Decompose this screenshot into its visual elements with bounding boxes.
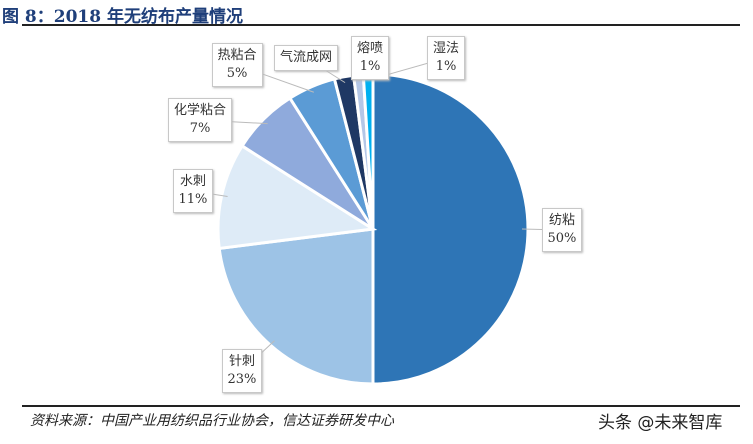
data-label-name: 熔喷	[357, 41, 384, 56]
data-label-5: 气流成网	[274, 45, 339, 71]
data-label-name: 化学粘合	[174, 103, 227, 118]
data-label-7: 湿法 1%	[427, 36, 466, 80]
data-label-value: 11%	[178, 192, 208, 207]
pie-slice-1	[217, 227, 375, 386]
bottom-rule	[22, 405, 740, 407]
data-label-name: 针刺	[228, 354, 255, 369]
data-label-value: 50%	[547, 231, 577, 246]
data-label-name: 湿法	[433, 41, 460, 56]
source-note: 资料来源：中国产业用纺织品行业协会，信达证券研发中心	[30, 413, 394, 429]
data-label-value: 5%	[226, 66, 248, 81]
data-label-0: 纺粘 50%	[541, 208, 583, 252]
data-label-value: 7%	[189, 121, 211, 136]
data-label-name: 热粘合	[217, 48, 257, 63]
data-label-value: 1%	[359, 59, 381, 74]
data-label-1: 针刺 23%	[221, 349, 263, 393]
data-label-name: 纺粘	[548, 213, 575, 228]
data-label-name: 气流成网	[280, 50, 333, 65]
chart-title: 图 8：2018 年无纺布产量情况	[2, 7, 243, 27]
watermark: 头条 @未来智库	[598, 413, 723, 433]
data-label-4: 热粘合 5%	[211, 43, 263, 87]
data-label-value: 23%	[227, 372, 257, 387]
data-label-value: 1%	[435, 59, 457, 74]
top-rule	[22, 24, 740, 26]
pie-slice-0	[371, 72, 530, 386]
data-label-6: 熔喷 1%	[351, 36, 390, 80]
data-label-name: 水刺	[179, 174, 206, 189]
data-label-3: 化学粘合 7%	[168, 98, 233, 142]
data-label-2: 水刺 11%	[172, 169, 214, 213]
